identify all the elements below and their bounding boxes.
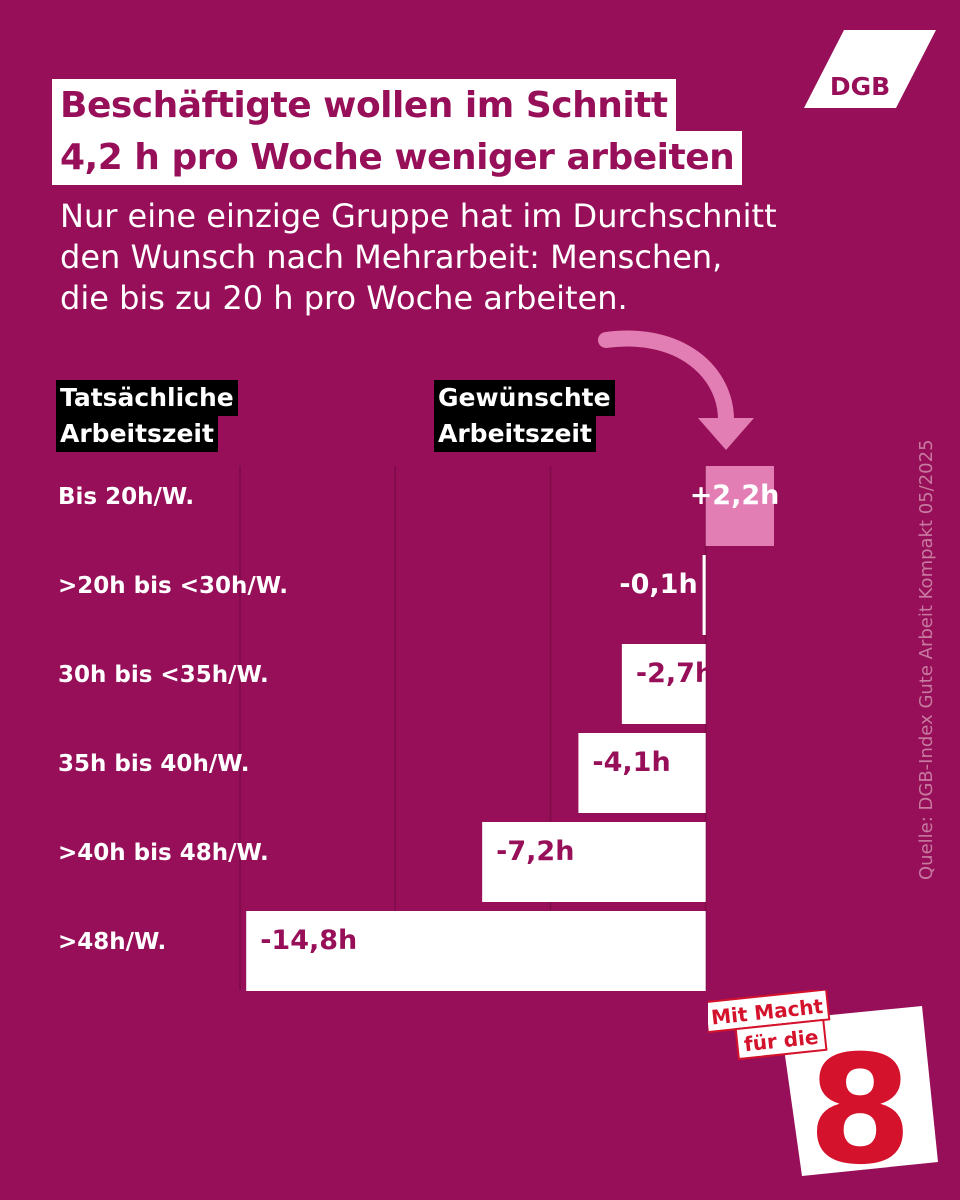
chart-gridlines [239, 466, 707, 990]
subtitle: Nur eine einzige Gruppe hat im Durchschn… [60, 196, 860, 319]
category-label-2: 30h bis <35h/W. [58, 662, 269, 688]
data-label-4: -7,2h [496, 836, 574, 867]
column-header-actual-line-2: Arbeitszeit [56, 416, 218, 452]
dgb-logo-text: DGB [829, 72, 891, 101]
data-label-0: +2,2h [690, 480, 780, 511]
category-label-5: >48h/W. [58, 929, 166, 955]
page-title-line-2: 4,2 h pro Woche weniger arbeiten [52, 131, 743, 185]
bar-4 [482, 822, 706, 902]
chart-category-labels: Bis 20h/W. >20h bis <30h/W. 30h bis <35h/W… [58, 484, 288, 955]
badge-number: 8 [808, 1024, 912, 1190]
column-header-desired-line-1: Gewünschte [434, 380, 615, 416]
subtitle-line-3: die bis zu 20 h pro Woche arbeiten. [60, 279, 628, 317]
chart-data-labels: +2,2h -0,1h -2,7h -4,1h -7,2h -14,8h [260, 480, 779, 956]
column-header-actual: Tatsächliche Arbeitszeit [56, 380, 238, 452]
category-label-0: Bis 20h/W. [58, 484, 194, 510]
subtitle-line-1: Nur eine einzige Gruppe hat im Durchschn… [60, 197, 777, 235]
arrow-head-icon [698, 418, 754, 450]
page-title-line-1: Beschäftigte wollen im Schnitt [52, 79, 676, 133]
subtitle-line-2: den Wunsch nach Mehrarbeit: Menschen, [60, 238, 723, 276]
category-label-3: 35h bis 40h/W. [58, 751, 249, 777]
data-label-2: -2,7h [636, 658, 714, 689]
column-header-desired: Gewünschte Arbeitszeit [434, 380, 615, 452]
bar-1 [702, 555, 706, 635]
data-label-5: -14,8h [260, 925, 357, 956]
bar-2 [621, 644, 706, 724]
column-header-desired-line-2: Arbeitszeit [434, 416, 596, 452]
dgb-logo [804, 30, 936, 108]
data-label-1: -0,1h [619, 569, 697, 600]
source-note: Quelle: DGB-Index Gute Arbeit Kompakt 05… [916, 439, 937, 880]
column-header-actual-line-1: Tatsächliche [56, 380, 238, 416]
category-label-4: >40h bis 48h/W. [58, 840, 269, 866]
badge-label-box-2 [734, 1018, 828, 1061]
mit-macht-badge: Mit Macht für die 8 [708, 990, 938, 1190]
curved-arrow-icon [598, 330, 734, 428]
data-label-3: -4,1h [592, 747, 670, 778]
bar-5 [246, 911, 706, 991]
bar-0 [705, 466, 774, 546]
category-label-1: >20h bis <30h/W. [58, 573, 288, 599]
bar-3 [578, 733, 706, 813]
chart-bars [246, 466, 774, 991]
